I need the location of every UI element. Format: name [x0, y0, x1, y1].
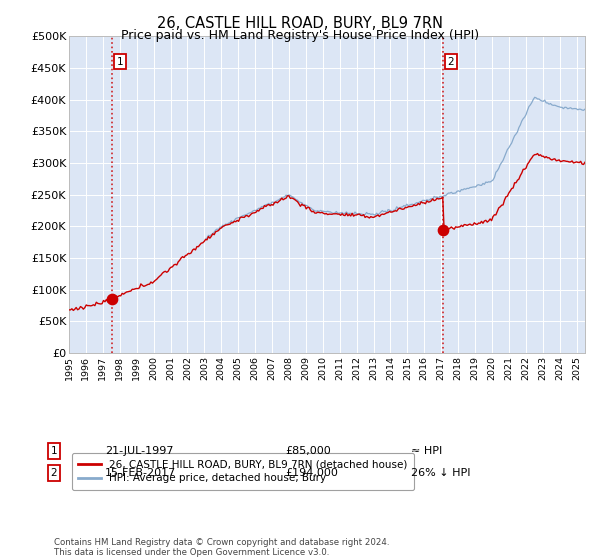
Text: 1: 1 — [50, 446, 58, 456]
Text: Contains HM Land Registry data © Crown copyright and database right 2024.
This d: Contains HM Land Registry data © Crown c… — [54, 538, 389, 557]
Text: £194,000: £194,000 — [285, 468, 338, 478]
Text: 2: 2 — [50, 468, 58, 478]
Text: 26% ↓ HPI: 26% ↓ HPI — [411, 468, 470, 478]
Text: £85,000: £85,000 — [285, 446, 331, 456]
Text: 1: 1 — [116, 57, 123, 67]
Text: ≈ HPI: ≈ HPI — [411, 446, 442, 456]
Text: Price paid vs. HM Land Registry's House Price Index (HPI): Price paid vs. HM Land Registry's House … — [121, 29, 479, 42]
Point — [107, 295, 117, 304]
Text: 21-JUL-1997: 21-JUL-1997 — [105, 446, 173, 456]
Text: 15-FEB-2017: 15-FEB-2017 — [105, 468, 176, 478]
Legend: 26, CASTLE HILL ROAD, BURY, BL9 7RN (detached house), HPI: Average price, detach: 26, CASTLE HILL ROAD, BURY, BL9 7RN (det… — [71, 453, 414, 489]
Point — [439, 226, 448, 235]
Text: 26, CASTLE HILL ROAD, BURY, BL9 7RN: 26, CASTLE HILL ROAD, BURY, BL9 7RN — [157, 16, 443, 31]
Text: 2: 2 — [448, 57, 454, 67]
